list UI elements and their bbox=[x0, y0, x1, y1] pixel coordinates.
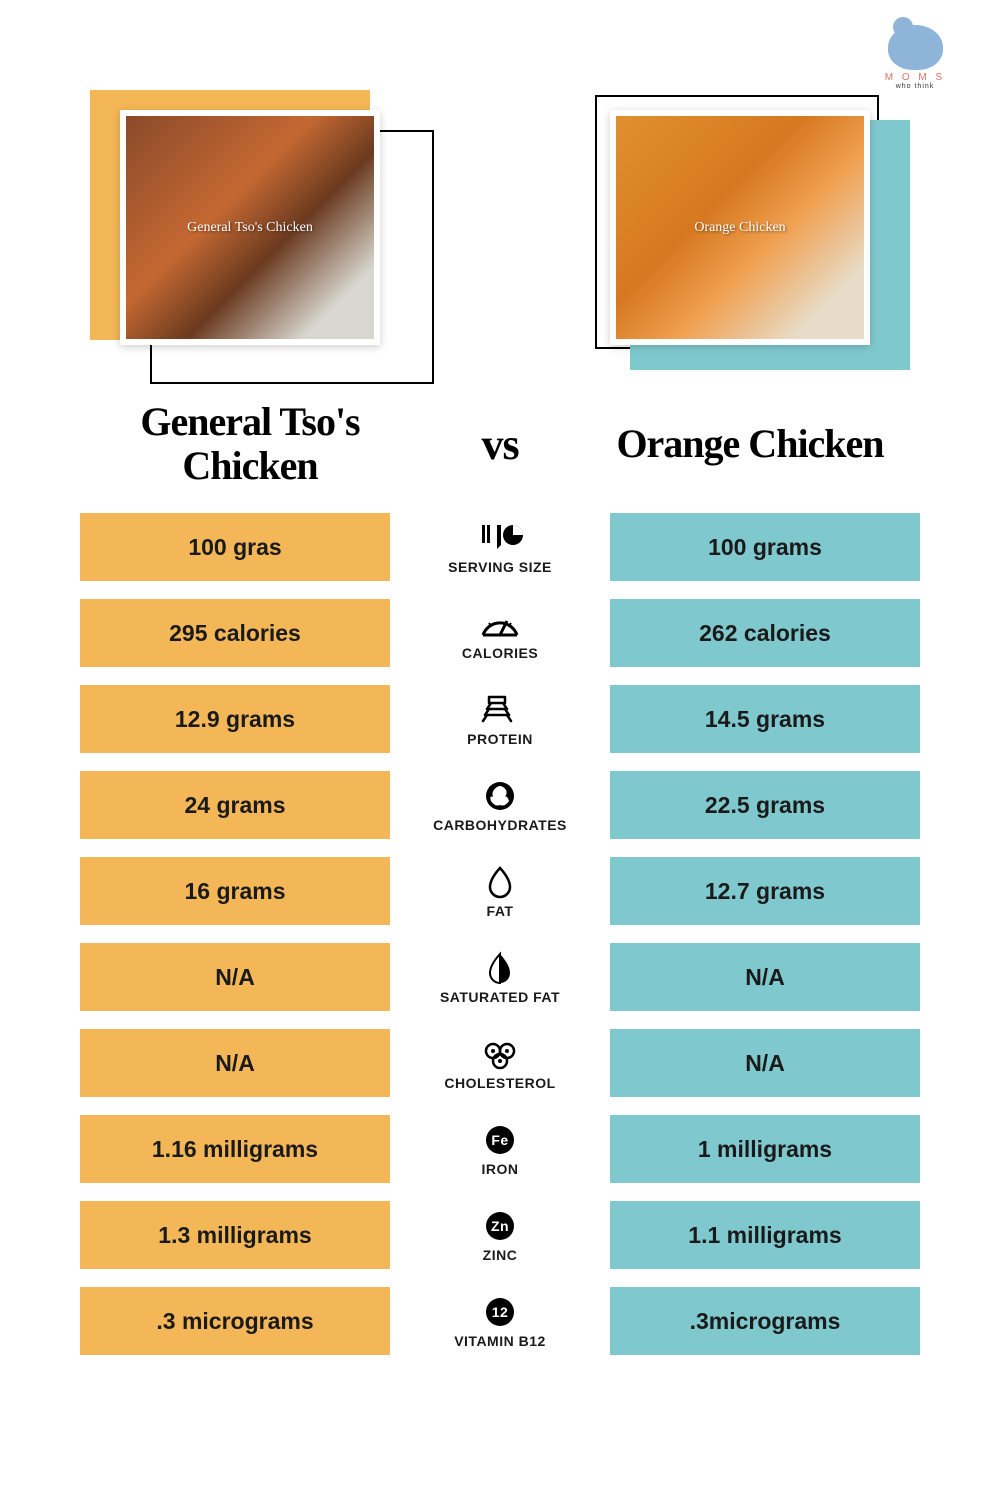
metric-label: IRON bbox=[482, 1161, 519, 1177]
b12-icon: 12 bbox=[475, 1294, 525, 1330]
metric-label-wrap: CARBOHYDRATES bbox=[410, 778, 590, 833]
logo-line2: who think bbox=[896, 83, 935, 90]
right-title: Orange Chicken bbox=[580, 422, 920, 466]
metric-label: FAT bbox=[487, 903, 514, 919]
metric-label-wrap: PROTEIN bbox=[410, 692, 590, 747]
bird-icon bbox=[888, 25, 943, 70]
photo-right-wrap: Orange Chicken bbox=[590, 90, 910, 370]
metric-label-wrap: SATURATED FAT bbox=[410, 950, 590, 1005]
cell-left: 295 calories bbox=[80, 599, 390, 667]
serving-icon bbox=[475, 520, 525, 556]
carbs-icon bbox=[475, 778, 525, 814]
cell-left: N/A bbox=[80, 1029, 390, 1097]
metric-label: CALORIES bbox=[462, 645, 538, 661]
photo-row: General Tso's Chicken Orange Chicken bbox=[0, 0, 1000, 370]
metric-label-wrap: Zn ZINC bbox=[410, 1208, 590, 1263]
svg-text:12: 12 bbox=[492, 1304, 509, 1320]
cell-right: 100 grams bbox=[610, 513, 920, 581]
nutrition-row: 295 calories CALORIES 262 calories bbox=[80, 599, 920, 667]
nutrition-row: 100 gras SERVING SIZE 100 grams bbox=[80, 513, 920, 581]
metric-label-wrap: FAT bbox=[410, 864, 590, 919]
nutrition-row: 1.3 milligrams Zn ZINC 1.1 milligrams bbox=[80, 1201, 920, 1269]
fat-icon bbox=[475, 864, 525, 900]
cell-right: 262 calories bbox=[610, 599, 920, 667]
satfat-icon bbox=[475, 950, 525, 986]
metric-label: SATURATED FAT bbox=[440, 989, 560, 1005]
photo-left-wrap: General Tso's Chicken bbox=[90, 90, 410, 370]
cell-right: N/A bbox=[610, 943, 920, 1011]
cell-right: .3micrograms bbox=[610, 1287, 920, 1355]
cell-right: N/A bbox=[610, 1029, 920, 1097]
cell-right: 22.5 grams bbox=[610, 771, 920, 839]
nutrition-row: .3 micrograms 12 VITAMIN B12 .3micrograms bbox=[80, 1287, 920, 1355]
metric-label-wrap: SERVING SIZE bbox=[410, 520, 590, 575]
metric-label: PROTEIN bbox=[467, 731, 533, 747]
logo-line1: M O M S bbox=[885, 72, 945, 83]
cell-right: 1 milligrams bbox=[610, 1115, 920, 1183]
cell-left: 100 gras bbox=[80, 513, 390, 581]
left-title: General Tso's Chicken bbox=[80, 400, 420, 488]
cell-left: 12.9 grams bbox=[80, 685, 390, 753]
nutrition-table: 100 gras SERVING SIZE 100 grams 295 calorie… bbox=[0, 513, 1000, 1355]
cell-left: 24 grams bbox=[80, 771, 390, 839]
cell-right: 1.1 milligrams bbox=[610, 1201, 920, 1269]
calories-icon bbox=[475, 606, 525, 642]
protein-icon bbox=[475, 692, 525, 728]
cell-right: 14.5 grams bbox=[610, 685, 920, 753]
metric-label-wrap: CHOLESTEROL bbox=[410, 1036, 590, 1091]
iron-icon: Fe bbox=[475, 1122, 525, 1158]
cell-left: 16 grams bbox=[80, 857, 390, 925]
nutrition-row: 1.16 milligrams Fe IRON 1 milligrams bbox=[80, 1115, 920, 1183]
metric-label: CARBOHYDRATES bbox=[433, 817, 567, 833]
metric-label-wrap: CALORIES bbox=[410, 606, 590, 661]
nutrition-row: 12.9 grams PROTEIN 14.5 grams bbox=[80, 685, 920, 753]
cell-left: N/A bbox=[80, 943, 390, 1011]
cell-left: .3 micrograms bbox=[80, 1287, 390, 1355]
metric-label-wrap: Fe IRON bbox=[410, 1122, 590, 1177]
metric-label: CHOLESTEROL bbox=[444, 1075, 555, 1091]
cell-left: 1.3 milligrams bbox=[80, 1201, 390, 1269]
photo-left-image: General Tso's Chicken bbox=[120, 110, 380, 345]
title-row: General Tso's Chicken vs Orange Chicken bbox=[0, 370, 1000, 513]
svg-text:Fe: Fe bbox=[491, 1132, 508, 1148]
nutrition-row: 16 grams FAT 12.7 grams bbox=[80, 857, 920, 925]
photo-right-image: Orange Chicken bbox=[610, 110, 870, 345]
cell-right: 12.7 grams bbox=[610, 857, 920, 925]
metric-label-wrap: 12 VITAMIN B12 bbox=[410, 1294, 590, 1349]
nutrition-row: N/A SATURATED FAT N/A bbox=[80, 943, 920, 1011]
metric-label: ZINC bbox=[483, 1247, 518, 1263]
cell-left: 1.16 milligrams bbox=[80, 1115, 390, 1183]
nutrition-row: N/A CHOLESTEROL N/A bbox=[80, 1029, 920, 1097]
svg-text:Zn: Zn bbox=[491, 1218, 509, 1234]
vs-label: vs bbox=[481, 419, 518, 470]
metric-label: SERVING SIZE bbox=[448, 559, 552, 575]
metric-label: VITAMIN B12 bbox=[454, 1333, 546, 1349]
nutrition-row: 24 grams CARBOHYDRATES 22.5 grams bbox=[80, 771, 920, 839]
cholesterol-icon bbox=[475, 1036, 525, 1072]
zinc-icon: Zn bbox=[475, 1208, 525, 1244]
